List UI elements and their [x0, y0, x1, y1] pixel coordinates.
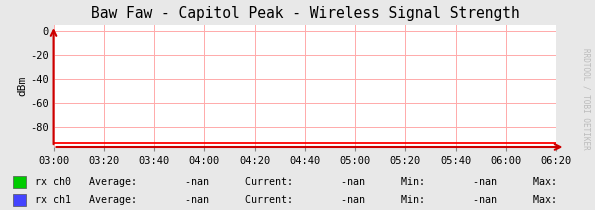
- Text: rx ch1   Average:        -nan      Current:        -nan      Min:        -nan   : rx ch1 Average: -nan Current: -nan Min: …: [35, 195, 595, 205]
- Title: Baw Faw - Capitol Peak - Wireless Signal Strength: Baw Faw - Capitol Peak - Wireless Signal…: [90, 6, 519, 21]
- Text: rx ch0   Average:        -nan      Current:        -nan      Min:        -nan   : rx ch0 Average: -nan Current: -nan Min: …: [35, 177, 595, 187]
- Text: RRDTOOL / TOBI OETIKER: RRDTOOL / TOBI OETIKER: [581, 48, 590, 150]
- Y-axis label: dBm: dBm: [17, 76, 27, 96]
